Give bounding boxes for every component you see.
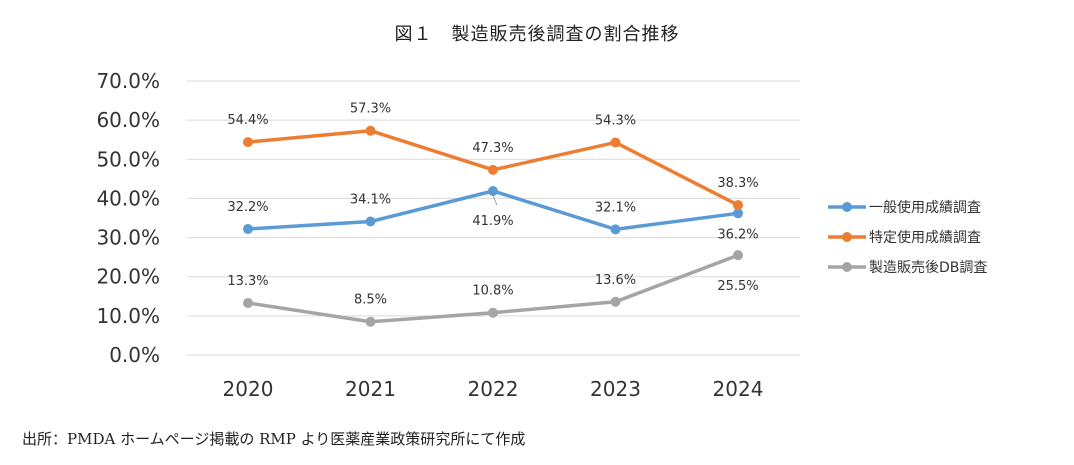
- y-tick-label: 30.0%: [96, 226, 160, 250]
- data-point: [733, 200, 743, 211]
- data-label: 38.3%: [717, 176, 758, 191]
- data-label: 54.4%: [227, 113, 268, 128]
- legend-label: 一般使用成績調査: [869, 199, 981, 216]
- data-label: 8.5%: [354, 293, 387, 308]
- data-label: 13.3%: [227, 274, 268, 289]
- data-point: [243, 223, 253, 234]
- data-point: [610, 137, 621, 148]
- data-point: [365, 216, 376, 227]
- data-point: [733, 250, 743, 261]
- data-point: [610, 296, 621, 307]
- legend-label: 製造販売後DB調査: [869, 260, 987, 276]
- x-tick-label: 2020: [223, 377, 274, 401]
- data-label: 36.2%: [717, 227, 758, 242]
- data-point: [610, 224, 621, 235]
- data-label: 57.3%: [350, 102, 391, 117]
- data-label: 25.5%: [717, 279, 758, 294]
- x-tick-label: 2023: [590, 377, 641, 401]
- data-label: 54.3%: [595, 113, 636, 128]
- y-tick-label: 40.0%: [96, 186, 160, 210]
- y-tick-label: 50.0%: [96, 147, 160, 171]
- y-tick-label: 60.0%: [96, 108, 160, 132]
- y-tick-label: 10.0%: [96, 304, 160, 328]
- line-chart: 0.0% 10.0% 20.0% 30.0% 40.0% 50.0% 60.0% 70.0% 2…: [96, 69, 987, 401]
- data-label: 34.1%: [350, 193, 391, 208]
- chart-title: 図１ 製造販売後調査の割合推移: [394, 24, 680, 45]
- legend-marker: [842, 262, 852, 272]
- x-tick-label: 2021: [345, 377, 396, 401]
- legend-label: 特定使用成績調査: [869, 229, 981, 246]
- data-label: 47.3%: [472, 141, 513, 156]
- data-point: [243, 297, 253, 308]
- data-label: 41.9%: [472, 214, 513, 229]
- data-point: [488, 164, 498, 175]
- y-tick-label: 70.0%: [96, 69, 160, 93]
- y-tick-label: 20.0%: [96, 265, 160, 289]
- x-tick-label: 2024: [713, 377, 764, 401]
- x-tick-label: 2022: [468, 377, 519, 401]
- data-label: 32.2%: [227, 200, 268, 215]
- legend-marker: [842, 232, 852, 242]
- data-label: 10.8%: [472, 284, 513, 299]
- data-point: [733, 208, 743, 219]
- source-note: 出所：PMDA ホームページ掲載の RMP より医薬産業政策研究所にて作成: [22, 430, 526, 448]
- data-point: [488, 185, 498, 196]
- data-point: [365, 316, 376, 327]
- data-point: [365, 125, 376, 136]
- data-label: 32.1%: [595, 200, 636, 215]
- data-point: [243, 137, 253, 148]
- y-tick-label: 0.0%: [109, 343, 160, 367]
- data-point: [488, 307, 498, 318]
- leader-line: [492, 195, 498, 206]
- data-label: 13.6%: [595, 273, 636, 288]
- legend-marker: [842, 202, 852, 212]
